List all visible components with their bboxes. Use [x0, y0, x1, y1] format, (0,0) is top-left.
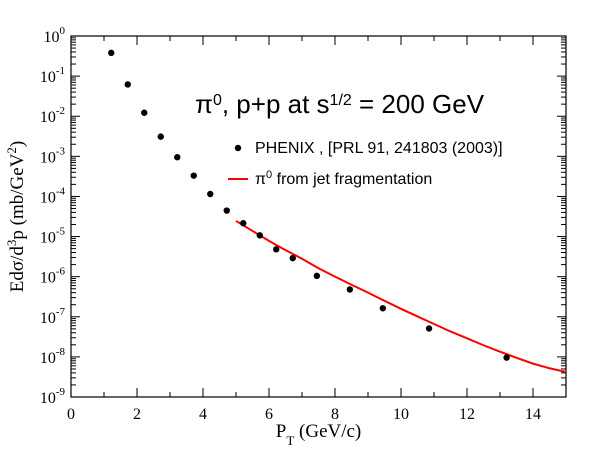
phenix-data-points — [108, 49, 510, 361]
y-tick-base: 10 — [40, 149, 56, 166]
data-point — [223, 207, 230, 214]
data-point — [256, 232, 263, 239]
x-tick-label: 10 — [393, 406, 409, 423]
data-point — [124, 81, 131, 88]
text-part: PHENIX , [PRL 91, 241803 (2003)] — [255, 140, 503, 157]
text-part: ) — [7, 141, 28, 147]
text-part: P — [276, 421, 287, 442]
data-point — [240, 220, 247, 227]
x-tick-label: 4 — [199, 406, 207, 423]
text-part: = 200 GeV — [352, 89, 485, 119]
y-tick-exponent: -1 — [56, 65, 65, 77]
text-part: 3 — [4, 240, 19, 247]
y-tick-exponent: -9 — [56, 386, 66, 398]
data-point — [313, 272, 321, 280]
x-tick-label: 12 — [459, 406, 475, 423]
fragmentation-curve — [235, 220, 567, 373]
y-tick-exponent: -4 — [56, 185, 66, 197]
y-tick-exponent: -5 — [56, 226, 66, 238]
y-tick-label: 10-3 — [40, 145, 66, 166]
data-point — [379, 305, 387, 312]
y-tick-base: 10 — [40, 69, 56, 86]
y-tick-label: 10-5 — [40, 226, 66, 247]
chart-title: π0, p+p at s1/2 = 200 GeV — [195, 89, 485, 119]
y-tick-label: 10-1 — [40, 65, 65, 86]
y-tick-label: 10-7 — [40, 306, 66, 327]
y-tick-label: 10-6 — [40, 266, 66, 287]
x-axis-title: PT (GeV/c) — [276, 421, 362, 448]
text-part: 2 — [4, 147, 19, 154]
data-point — [157, 133, 164, 140]
y-tick-label: 10-4 — [40, 185, 66, 206]
text-part: (GeV/c) — [294, 421, 361, 442]
x-axis: 0 2 4 6 8 10 12 14 — [67, 36, 567, 423]
x-tick-label: 14 — [525, 406, 541, 423]
text-part: Edσ/d — [7, 246, 28, 293]
text-part: π — [255, 171, 266, 188]
data-point — [174, 154, 181, 161]
y-tick-base: 10 — [40, 390, 56, 407]
y-tick-base: 10 — [40, 230, 56, 247]
y-tick-base: 10 — [40, 189, 56, 206]
y-tick-base: 10 — [40, 350, 56, 367]
y-axis-title: Edσ/d3p (mb/GeV2) — [4, 141, 29, 292]
legend: PHENIX , [PRL 91, 241803 (2003)] π0 from … — [228, 140, 503, 188]
data-point — [289, 254, 296, 262]
y-tick-base: 10 — [40, 109, 56, 126]
y-tick-label: 10-8 — [40, 346, 66, 367]
x-tick-label: 0 — [67, 406, 75, 423]
data-point — [273, 246, 280, 253]
data-point — [108, 49, 115, 57]
y-tick-exponent: -8 — [56, 346, 66, 358]
data-point — [141, 109, 148, 116]
text-part: 0 — [213, 92, 222, 109]
data-point — [207, 190, 214, 198]
text-part: from jet fragmentation — [272, 171, 432, 188]
x-tick-label: 8 — [331, 406, 339, 423]
text-part: , p+p at s — [222, 89, 330, 119]
y-tick-exponent: -2 — [56, 105, 65, 117]
plot-frame — [70, 35, 567, 398]
text-part: 1/2 — [330, 92, 352, 109]
legend-label: PHENIX , [PRL 91, 241803 (2003)] — [255, 140, 503, 157]
y-tick-label: 10-2 — [40, 105, 65, 126]
y-tick-exponent: -7 — [56, 306, 66, 318]
data-point — [346, 286, 354, 293]
legend-label: π0 from jet fragmentation — [255, 169, 432, 188]
y-tick-base: 10 — [40, 270, 56, 287]
y-tick-base: 10 — [40, 310, 56, 327]
data-point — [190, 172, 197, 179]
x-tick-label: 2 — [133, 406, 141, 423]
legend-dot-marker — [234, 144, 242, 152]
data-point — [425, 325, 433, 332]
y-tick-exponent: -6 — [56, 266, 66, 278]
text-part: p (mb/GeV — [7, 153, 28, 239]
y-tick-exponent: 0 — [60, 25, 66, 37]
text-part: 0 — [266, 169, 272, 181]
y-tick-base: 10 — [44, 29, 60, 46]
x-tick-label: 6 — [265, 406, 273, 423]
y-tick-label: 10-9 — [40, 386, 66, 407]
y-tick-exponent: -3 — [56, 145, 66, 157]
text-part: T — [286, 433, 294, 448]
text-part: π — [195, 89, 213, 119]
data-point — [503, 354, 510, 361]
y-tick-label: 100 — [44, 25, 66, 46]
